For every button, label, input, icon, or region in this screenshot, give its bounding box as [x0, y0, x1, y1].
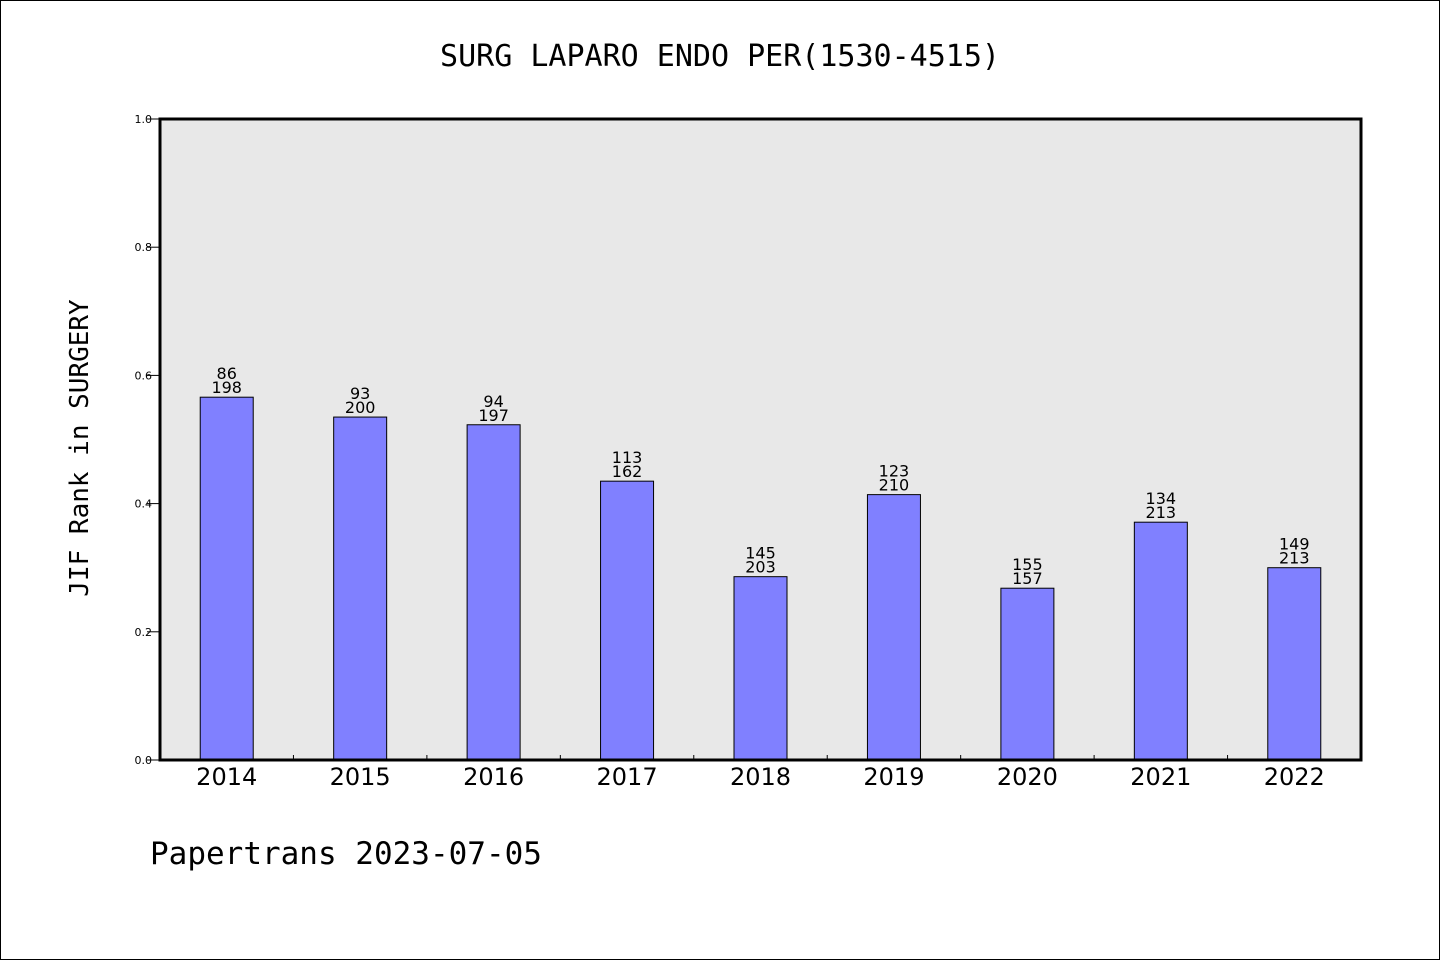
- x-tick-label: 2015: [330, 763, 391, 791]
- rank-label-2021: 134: [1146, 489, 1177, 508]
- rank-label-2014: 86: [217, 364, 237, 383]
- bar-2021: [1133, 521, 1188, 761]
- total-label-2015: 200: [345, 398, 376, 417]
- total-label-2014: 198: [211, 378, 242, 397]
- total-label-2019: 210: [879, 476, 910, 495]
- total-label-2020: 157: [1012, 569, 1043, 588]
- rank-label-2016: 94: [483, 392, 503, 411]
- x-axis: 2014 2015 2016 2017 2018 2019 2020 2021 2022: [196, 755, 1325, 791]
- x-tick-label: 2020: [997, 763, 1058, 791]
- total-label-2017: 162: [612, 462, 643, 481]
- y-axis-label: JIF Rank in SURGERY: [65, 299, 95, 597]
- rank-label-2020: 155: [1012, 555, 1043, 574]
- y-tick-label: 0.0: [135, 754, 153, 767]
- total-label-2022: 213: [1279, 549, 1310, 568]
- plot-border: [158, 117, 1363, 762]
- rank-label-2018: 145: [745, 544, 776, 563]
- y-tick-label: 0.6: [135, 369, 153, 382]
- bar-2014: [199, 396, 254, 761]
- y-tick-label: 0.8: [135, 241, 153, 254]
- total-label-2016: 197: [478, 406, 509, 425]
- x-tick-label: 2022: [1264, 763, 1325, 791]
- total-label-2021: 213: [1146, 503, 1177, 522]
- bar-2017: [600, 480, 655, 761]
- x-tick-label: 2021: [1130, 763, 1191, 791]
- y-tick-label: 0.2: [135, 626, 153, 639]
- x-tick-label: 2019: [863, 763, 924, 791]
- chart-title: SURG LAPARO ENDO PER(1530-4515): [440, 39, 1000, 74]
- rank-label-2019: 123: [879, 462, 910, 481]
- rank-label-2022: 149: [1279, 535, 1310, 554]
- y-tick-label: 1.0: [135, 113, 153, 126]
- bar-2016: [466, 424, 521, 761]
- rank-label-2017: 113: [612, 448, 643, 467]
- bar-2022: [1267, 567, 1322, 761]
- rank-label-2015: 93: [350, 384, 370, 403]
- bar-2020: [1000, 587, 1055, 761]
- y-tick-label: 0.4: [135, 498, 153, 511]
- bar-2019: [866, 494, 921, 761]
- y-axis: 0.0 0.2 0.4 0.6 0.8 1.0: [135, 113, 160, 767]
- bar-2018: [733, 576, 788, 761]
- footer-text: Papertrans 2023-07-05: [150, 836, 542, 872]
- bars: [199, 396, 1322, 761]
- total-label-2018: 203: [745, 558, 776, 577]
- x-tick-label: 2017: [597, 763, 658, 791]
- x-tick-label: 2018: [730, 763, 791, 791]
- bar-2015: [333, 416, 388, 761]
- x-tick-label: 2016: [463, 763, 524, 791]
- x-tick-label: 2014: [196, 763, 257, 791]
